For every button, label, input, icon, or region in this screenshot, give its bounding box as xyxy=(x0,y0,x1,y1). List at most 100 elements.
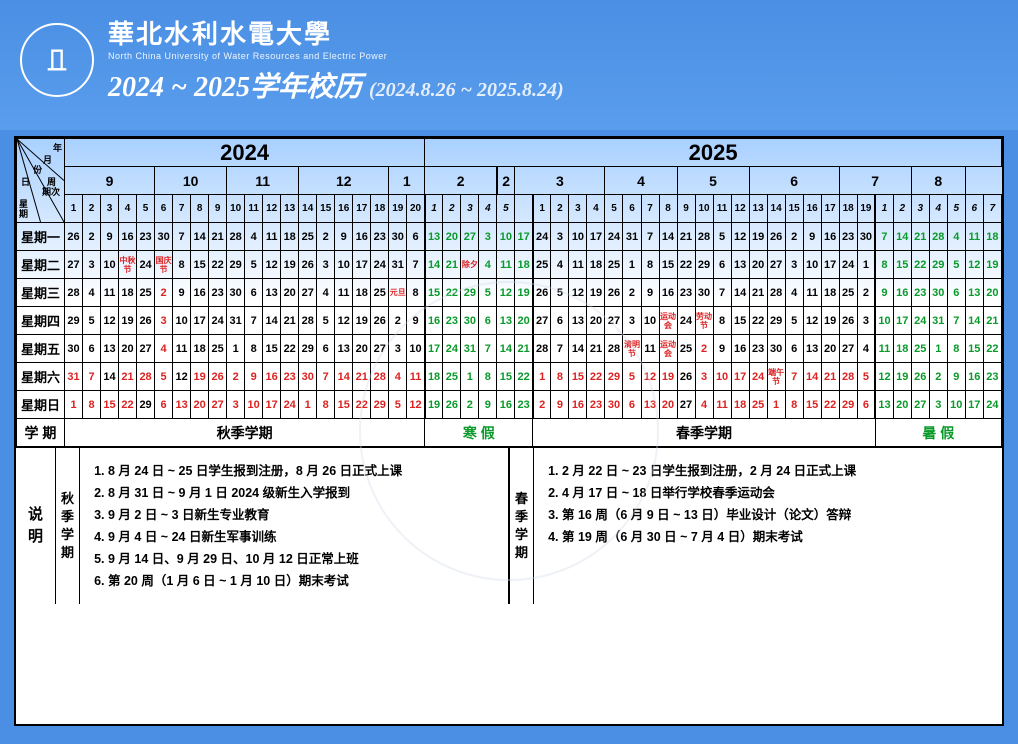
week-header: 10 xyxy=(227,195,245,223)
calendar-cell: 11 xyxy=(407,363,425,391)
calendar-cell: 11 xyxy=(569,251,587,279)
calendar-cell: 23 xyxy=(515,391,533,419)
calendar-cell: 2 xyxy=(317,223,335,251)
calendar-cell: 9 xyxy=(947,363,965,391)
calendar-cell: 17 xyxy=(821,251,839,279)
calendar-cell: 10 xyxy=(803,251,821,279)
month-header: 11 xyxy=(227,167,299,195)
calendar-cell: 28 xyxy=(695,223,713,251)
calendar-cell: 25 xyxy=(137,279,155,307)
semester-label: 学 期 xyxy=(17,419,65,447)
month-header: 1 xyxy=(389,167,425,195)
calendar-cell: 28 xyxy=(371,363,389,391)
calendar-cell: 21 xyxy=(677,223,695,251)
calendar-cell: 2 xyxy=(857,279,875,307)
calendar-cell: 31 xyxy=(623,223,641,251)
calendar-cell: 15 xyxy=(425,279,443,307)
calendar-cell: 29 xyxy=(929,251,947,279)
note-item: 2 月 22 日 ~ 23 日学生报到注册，2 月 24 日正式上课 xyxy=(562,460,856,482)
year-2025: 2025 xyxy=(425,139,1002,167)
calendar-cell: 4 xyxy=(857,335,875,363)
calendar-cell: 26 xyxy=(209,363,227,391)
calendar-cell: 23 xyxy=(677,279,695,307)
calendar-cell: 24 xyxy=(371,251,389,279)
calendar-cell: 1 xyxy=(299,391,317,419)
calendar-cell: 16 xyxy=(425,307,443,335)
calendar-cell: 15 xyxy=(191,251,209,279)
calendar-cell: 23 xyxy=(911,279,929,307)
month-header: 2 xyxy=(497,167,515,195)
calendar-cell: 21 xyxy=(515,335,533,363)
week-header: 19 xyxy=(389,195,407,223)
calendar-cell: 23 xyxy=(587,391,605,419)
calendar-cell: 25 xyxy=(677,335,695,363)
calendar-cell: 5 xyxy=(245,251,263,279)
notes-section: 说 明 秋 季 学 期 8 月 24 日 ~ 25 日学生报到注册，8 月 26… xyxy=(16,447,1002,604)
month-header: 4 xyxy=(605,167,677,195)
calendar-cell: 27 xyxy=(65,251,83,279)
calendar-cell: 5 xyxy=(83,307,101,335)
calendar-cell: 29 xyxy=(137,391,155,419)
calendar-cell: 端午节 xyxy=(767,363,785,391)
calendar-cell: 13 xyxy=(263,279,281,307)
calendar-cell: 5 xyxy=(623,363,641,391)
calendar-cell: 12 xyxy=(965,251,983,279)
calendar-cell: 24 xyxy=(533,223,551,251)
calendar-cell: 15 xyxy=(569,363,587,391)
calendar-cell: 12 xyxy=(407,391,425,419)
week-header: 2 xyxy=(893,195,911,223)
calendar-cell: 13 xyxy=(173,391,191,419)
calendar-cell: 5 xyxy=(317,307,335,335)
week-header: 9 xyxy=(677,195,695,223)
note-item: 第 19 周（6 月 30 日 ~ 7 月 4 日）期末考试 xyxy=(562,526,856,548)
calendar-cell: 28 xyxy=(137,363,155,391)
calendar-cell: 25 xyxy=(839,279,857,307)
calendar-cell: 27 xyxy=(605,307,623,335)
calendar-cell: 国庆节 xyxy=(155,251,173,279)
calendar-cell: 26 xyxy=(767,223,785,251)
week-header: 19 xyxy=(857,195,875,223)
calendar-cell: 6 xyxy=(317,335,335,363)
week-header: 6 xyxy=(155,195,173,223)
calendar-cell: 6 xyxy=(623,391,641,419)
calendar-cell: 1 xyxy=(929,335,947,363)
calendar-cell: 23 xyxy=(749,335,767,363)
calendar-cell: 7 xyxy=(407,251,425,279)
month-header: 6 xyxy=(749,167,839,195)
calendar-cell: 10 xyxy=(173,307,191,335)
week-header: 4 xyxy=(479,195,497,223)
calendar-cell: 24 xyxy=(443,335,461,363)
calendar-cell: 28 xyxy=(227,223,245,251)
week-header: 5 xyxy=(497,195,515,223)
calendar-cell: 10 xyxy=(875,307,893,335)
calendar-cell: 中秋节 xyxy=(119,251,137,279)
calendar-cell: 31 xyxy=(227,307,245,335)
university-subtitle: North China University of Water Resource… xyxy=(108,51,564,61)
week-header: 14 xyxy=(767,195,785,223)
calendar-cell: 21 xyxy=(443,251,461,279)
calendar-cell: 30 xyxy=(227,279,245,307)
calendar-cell: 8 xyxy=(551,363,569,391)
calendar-cell: 运动会 xyxy=(659,335,677,363)
month-header: 2 xyxy=(425,167,497,195)
calendar-cell: 16 xyxy=(263,363,281,391)
calendar-cell: 19 xyxy=(893,363,911,391)
header: 華北水利水電大學 North China University of Water… xyxy=(0,0,1018,130)
day-label: 星期三 xyxy=(17,279,65,307)
calendar-cell: 3 xyxy=(929,391,947,419)
calendar-cell: 19 xyxy=(119,307,137,335)
calendar-cell: 31 xyxy=(461,335,479,363)
week-header: 4 xyxy=(119,195,137,223)
calendar-cell: 17 xyxy=(425,335,443,363)
week-header: 3 xyxy=(101,195,119,223)
calendar-cell: 5 xyxy=(857,363,875,391)
calendar-cell: 5 xyxy=(479,279,497,307)
calendar-cell: 25 xyxy=(209,335,227,363)
fall-notes-list: 8 月 24 日 ~ 25 日学生报到注册，8 月 26 日正式上课8 月 31… xyxy=(80,448,412,604)
calendar-cell: 11 xyxy=(497,251,515,279)
calendar-cell: 30 xyxy=(929,279,947,307)
calendar-cell: 除夕 xyxy=(461,251,479,279)
calendar-cell: 22 xyxy=(281,335,299,363)
week-header: 12 xyxy=(263,195,281,223)
calendar-cell: 24 xyxy=(677,307,695,335)
